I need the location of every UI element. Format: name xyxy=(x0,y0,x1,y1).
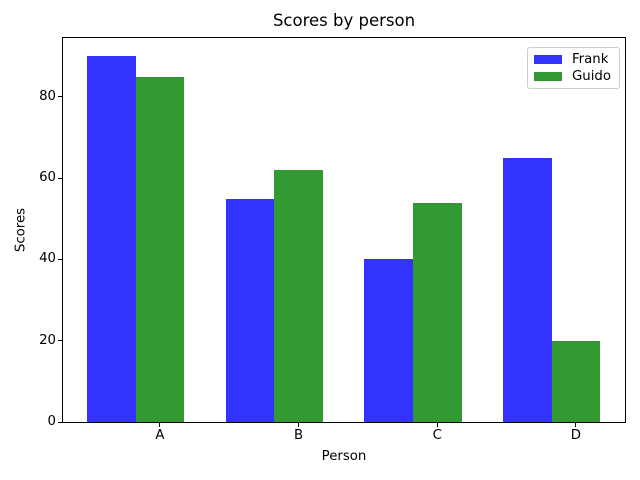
y-tick-label-80: 80 xyxy=(39,88,56,104)
y-tick-mark-20 xyxy=(58,340,62,342)
x-axis-label: Person xyxy=(321,449,367,464)
y-tick-mark-60 xyxy=(58,177,62,179)
y-tick-mark-40 xyxy=(58,258,62,260)
bar-frank-D xyxy=(503,157,552,422)
legend: Frank Guido xyxy=(526,47,620,89)
y-tick-mark-80 xyxy=(58,96,62,98)
y-tick-mark-0 xyxy=(58,421,62,423)
legend-label-guido: Guido xyxy=(571,69,611,84)
bar-guido-D xyxy=(551,340,601,422)
legend-item-frank: Frank xyxy=(533,51,611,68)
y-tick-label-0: 0 xyxy=(47,414,56,429)
y-axis-label: Scores xyxy=(13,207,29,253)
legend-swatch-frank xyxy=(533,55,562,64)
x-tick-label-B: B xyxy=(294,428,304,443)
x-tick-mark-B xyxy=(298,423,300,427)
x-tick-mark-D xyxy=(575,423,577,427)
y-tick-label-40: 40 xyxy=(39,251,56,267)
bar-guido-C xyxy=(412,202,462,422)
bar-guido-A xyxy=(135,76,185,422)
bar-frank-A xyxy=(87,56,136,422)
x-tick-mark-C xyxy=(436,423,438,427)
bar-guido-B xyxy=(274,170,323,422)
x-tick-mark-A xyxy=(159,423,161,427)
bar-frank-B xyxy=(225,198,275,422)
y-tick-label-60: 60 xyxy=(39,170,56,186)
x-tick-label-D: D xyxy=(570,428,582,443)
legend-item-guido: Guido xyxy=(533,68,611,85)
x-tick-label-A: A xyxy=(155,428,165,443)
legend-label-frank: Frank xyxy=(571,52,609,67)
x-tick-label-C: C xyxy=(432,428,442,443)
chart-title: Scores by person xyxy=(272,11,416,30)
bar-frank-C xyxy=(364,259,413,422)
legend-swatch-guido xyxy=(533,72,562,81)
y-tick-label-20: 20 xyxy=(39,332,56,348)
